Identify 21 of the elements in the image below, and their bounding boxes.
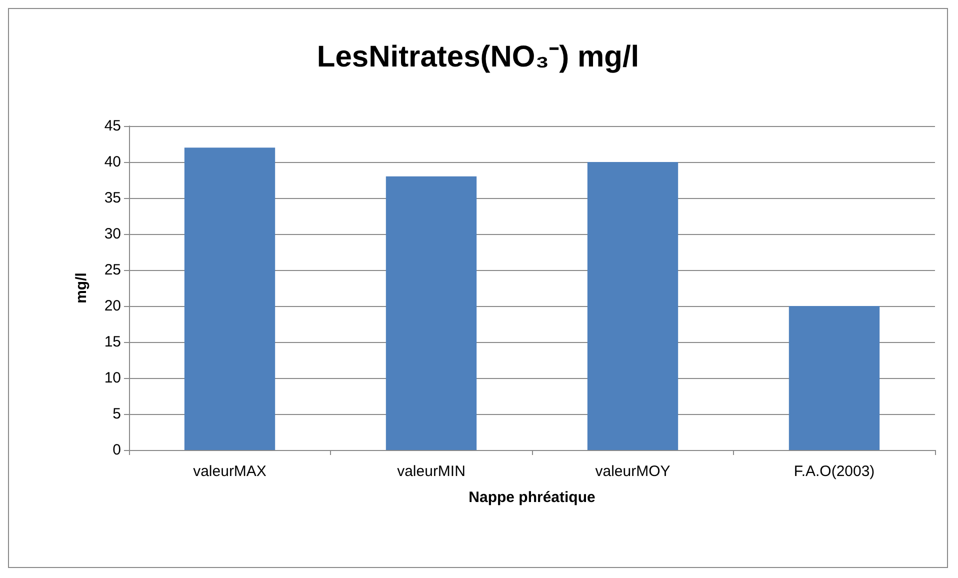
x-tick-label: valeurMOY <box>595 463 670 480</box>
y-tick-label: 10 <box>104 370 121 386</box>
y-tick-label: 40 <box>104 154 121 170</box>
y-tick-label: 35 <box>104 190 121 206</box>
y-tick-label: 25 <box>104 262 121 278</box>
bar <box>788 306 880 450</box>
bar <box>386 176 477 450</box>
y-tick-label: 45 <box>104 118 121 134</box>
chart-title: LesNitrates(NO₃⁻) mg/l <box>316 40 640 74</box>
y-tick-label: 20 <box>104 298 121 314</box>
y-axis-title: mg/l <box>73 272 90 304</box>
y-tick-label: 5 <box>112 406 121 422</box>
bar <box>587 162 678 450</box>
x-tick-label: valeurMAX <box>193 463 266 480</box>
x-axis-title: Nappe phréatique <box>468 489 596 506</box>
x-tick-label: F.A.O(2003) <box>794 463 875 480</box>
bar <box>184 148 276 450</box>
y-tick-label: 30 <box>104 226 121 242</box>
y-tick-label: 15 <box>104 334 121 350</box>
x-tick-label: valeurMIN <box>397 463 466 480</box>
y-tick-label: 0 <box>112 442 121 458</box>
